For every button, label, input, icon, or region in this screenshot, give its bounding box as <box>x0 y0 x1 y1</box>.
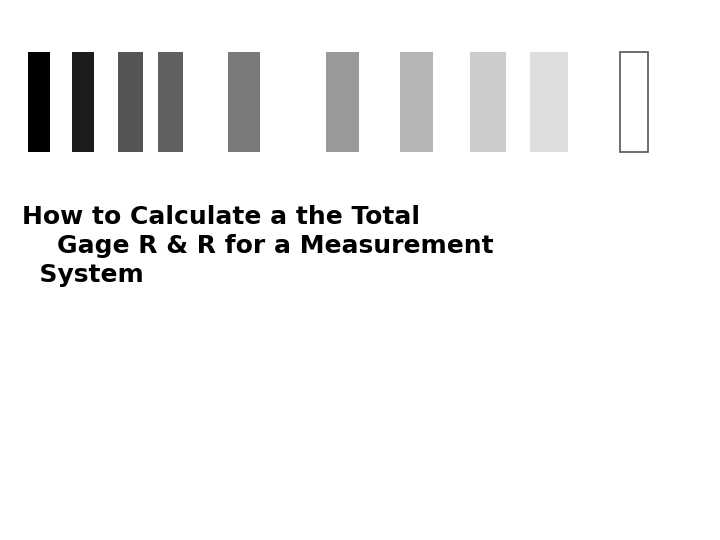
Bar <box>72 52 94 152</box>
Bar <box>28 52 50 152</box>
Bar <box>400 52 433 152</box>
Bar <box>158 52 183 152</box>
Bar <box>620 52 648 152</box>
Bar <box>228 52 260 152</box>
Bar <box>326 52 359 152</box>
Bar <box>530 52 568 152</box>
Bar <box>118 52 143 152</box>
Bar <box>470 52 506 152</box>
Text: How to Calculate a the Total
    Gage R & R for a Measurement
  System: How to Calculate a the Total Gage R & R … <box>22 205 493 287</box>
